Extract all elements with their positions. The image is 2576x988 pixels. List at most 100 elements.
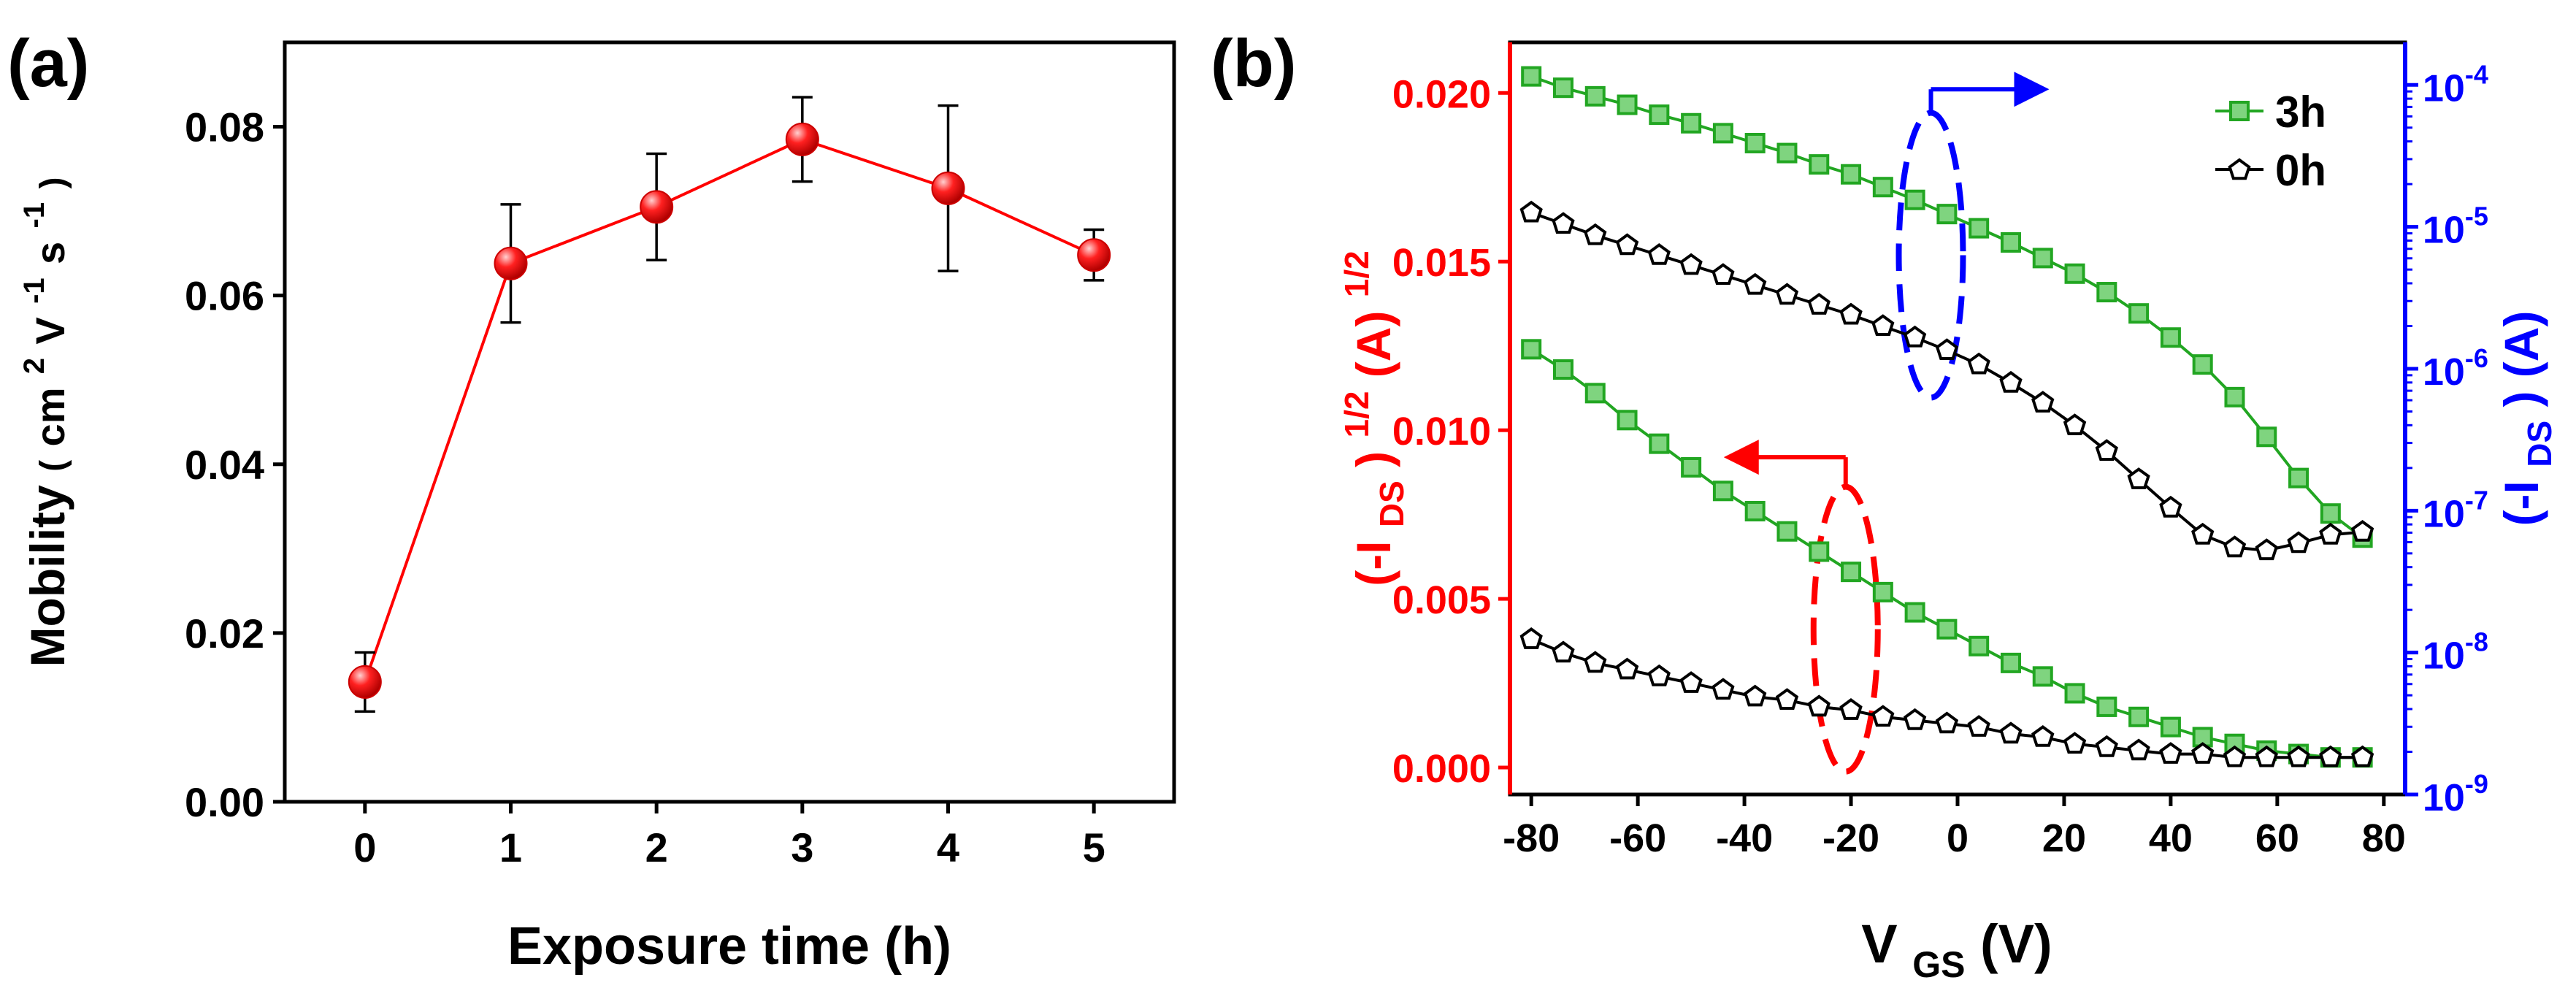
panel-a-ylabel-sup3: -1 bbox=[18, 202, 50, 229]
panel-b-series bbox=[1519, 66, 2374, 768]
panel-a-ylabel: Mobility ( cm 2 V -1 s -1 ) bbox=[18, 177, 74, 667]
panel-b-point-0h bbox=[1839, 698, 1863, 720]
panel-b-point-3h bbox=[1841, 164, 1862, 185]
panel-a-xtick-label: 4 bbox=[937, 824, 959, 870]
panel-a-ytick-label: 0.00 bbox=[185, 779, 264, 825]
panel-b-point-3h bbox=[1521, 339, 1542, 360]
panel-a-point bbox=[494, 246, 528, 280]
panel-b-ticks: -80 -60 -40 -20 0 20 40 60 80 0.000 0.005 0.010 0.01… bbox=[1392, 59, 2488, 860]
svg-text:(-I DS ): (-I DS ) (A) bbox=[2494, 311, 2561, 526]
panel-b-point-3h bbox=[1841, 562, 1862, 583]
panel-b-point-3h bbox=[1969, 218, 1990, 239]
panel-b-point-3h bbox=[1809, 541, 1830, 562]
panel-b-xlabel-sub: GS bbox=[1912, 944, 1965, 985]
panel-b-point-0h bbox=[2350, 745, 2374, 767]
panel-b-point-3h bbox=[1904, 602, 1925, 623]
panel-b-ytick-right-label: 10-4 bbox=[2423, 59, 2488, 110]
panel-b-point-3h bbox=[1872, 581, 1893, 602]
panel-b-xtick-label: -80 bbox=[1503, 816, 1560, 860]
panel-b-ylabel-left-sub: DS bbox=[1373, 480, 1411, 527]
panel-b-point-0h bbox=[1871, 314, 1895, 336]
panel-a-plot-frame bbox=[283, 40, 1176, 804]
panel-b-ytick-right-base: 10 bbox=[2423, 351, 2465, 394]
panel-b-point-3h bbox=[1649, 104, 1670, 126]
panel-b-point-3h bbox=[1617, 410, 1638, 431]
panel-b-point-0h bbox=[1519, 627, 1543, 649]
panel-b-point-0h bbox=[1584, 651, 1607, 673]
panel-a-ytick-label: 0.04 bbox=[185, 442, 264, 488]
panel-b-ytick-right-exp: -6 bbox=[2465, 343, 2488, 373]
panel-b-point-3h bbox=[1936, 204, 1958, 225]
panel-b-xtick-label: 20 bbox=[2042, 816, 2086, 860]
panel-b-point-0h bbox=[2159, 742, 2182, 764]
panel-a-point bbox=[1077, 238, 1111, 272]
panel-b-ellipse-red bbox=[1810, 483, 1881, 775]
panel-b-point-0h bbox=[1903, 325, 1927, 348]
panel-b-ytick-left-label: 0.010 bbox=[1392, 410, 1491, 453]
panel-b-point-0h bbox=[1647, 243, 1671, 265]
panel-b-legend: 3h 0h bbox=[2215, 88, 2326, 195]
panel-b-point-3h bbox=[2128, 706, 2150, 727]
panel-b-ylabel-left-pre: (-I bbox=[1346, 540, 1400, 586]
panel-a-point bbox=[785, 122, 819, 156]
panel-b-line-3h bbox=[1530, 74, 2364, 539]
panel-b-ytick-left-label: 0.000 bbox=[1392, 747, 1491, 791]
panel-b-point-3h bbox=[2064, 263, 2085, 284]
panel-a-ylabel-v: V bbox=[27, 317, 73, 344]
panel-b-ytick-right-label: 10-8 bbox=[2423, 627, 2488, 678]
panel-b-ytick-right-exp: -7 bbox=[2465, 485, 2488, 515]
panel-b-point-3h bbox=[1936, 619, 1958, 640]
panel-b-point-0h bbox=[2031, 725, 2055, 747]
panel-b-point-3h bbox=[2320, 503, 2341, 524]
panel-a-label: (a) bbox=[7, 26, 89, 101]
panel-a-ylabel-sup2: -1 bbox=[18, 277, 50, 304]
panel-b-point-0h bbox=[2127, 467, 2150, 489]
panel-a-series-line bbox=[363, 137, 1095, 683]
panel-b-point-0h bbox=[2095, 735, 2118, 757]
panel-b-xtick-label: 40 bbox=[2149, 816, 2193, 860]
panel-b-point-0h bbox=[2095, 439, 2118, 461]
panel-b: (b) -80 -60 -40 -20 0 20 40 60 80 0.000 0.005 0.010… bbox=[1211, 26, 2561, 988]
panel-b-point-0h bbox=[2031, 391, 2055, 413]
panel-b-point-3h bbox=[1969, 635, 1990, 656]
panel-b-xlabel: V GS (V) bbox=[1861, 914, 2052, 988]
panel-a-ylabel-sup1: 2 bbox=[18, 358, 50, 374]
panel-b-point-0h bbox=[1744, 684, 1767, 707]
panel-b-point-0h bbox=[1999, 370, 2023, 393]
panel-b-point-0h bbox=[2063, 413, 2087, 435]
panel-b-point-0h bbox=[1711, 263, 1735, 285]
panel-b-xtick-label: -60 bbox=[1609, 816, 1666, 860]
panel-b-point-0h bbox=[1679, 671, 1703, 693]
panel-a-point bbox=[931, 171, 965, 205]
panel-b-point-0h bbox=[1615, 657, 1639, 680]
panel-b-xtick-label: -20 bbox=[1822, 816, 1879, 860]
panel-a-series bbox=[348, 96, 1111, 713]
panel-b-point-3h bbox=[1552, 77, 1573, 99]
panel-b-point-3h bbox=[2128, 303, 2150, 324]
panel-b-point-3h bbox=[1649, 433, 1670, 454]
panel-b-point-0h bbox=[1679, 253, 1703, 275]
panel-b-point-3h bbox=[1744, 501, 1766, 522]
panel-b-point-0h bbox=[1584, 223, 1607, 245]
panel-b-ylabel-right-mid: ) bbox=[2494, 391, 2548, 407]
panel-b-xtick-label: -40 bbox=[1716, 816, 1773, 860]
panel-b-point-0h bbox=[2191, 742, 2215, 764]
panel-a: (a) 0 1 2 3 4 5 0.00 0.02 0.04 0.06 0.08 Mobility … bbox=[7, 26, 1176, 976]
panel-b-point-3h bbox=[1744, 132, 1766, 153]
panel-b-ytick-right-base: 10 bbox=[2423, 67, 2465, 110]
panel-b-point-0h bbox=[1871, 705, 1895, 727]
panel-b-point-3h bbox=[1904, 189, 1925, 210]
panel-b-point-3h bbox=[2000, 232, 2021, 253]
panel-b-point-0h bbox=[2159, 495, 2182, 518]
panel-a-ytick-label: 0.02 bbox=[185, 610, 264, 656]
panel-b-point-3h bbox=[2160, 327, 2181, 348]
panel-b-ylabel-right-pre: (-I bbox=[2494, 480, 2548, 526]
panel-b-point-3h bbox=[1521, 66, 1542, 87]
panel-a-ylabel-open: ( bbox=[34, 460, 72, 472]
panel-b-point-0h bbox=[2127, 738, 2150, 761]
panel-b-point-0h bbox=[1967, 352, 1990, 375]
panel-b-point-0h bbox=[1935, 711, 1959, 734]
panel-a-ticks: 0 1 2 3 4 5 0.00 0.02 0.04 0.06 0.08 bbox=[185, 104, 1105, 870]
panel-b-ylabel-right-unit: (A) bbox=[2494, 311, 2548, 378]
panel-b-ylabel-right: (-I DS ) (A) bbox=[2494, 311, 2561, 526]
